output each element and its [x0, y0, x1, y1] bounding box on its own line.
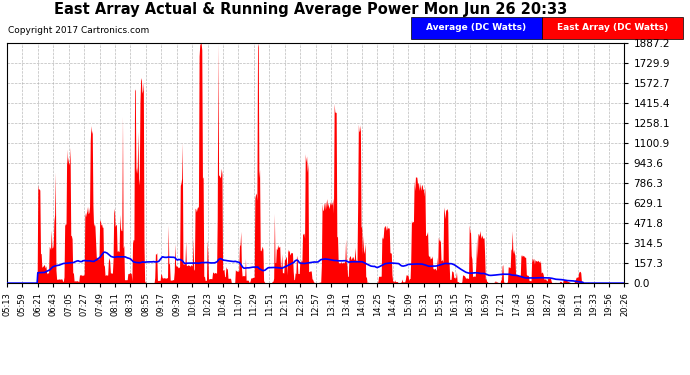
Text: East Array (DC Watts): East Array (DC Watts): [557, 23, 668, 32]
Text: Average (DC Watts): Average (DC Watts): [426, 23, 526, 32]
Text: Copyright 2017 Cartronics.com: Copyright 2017 Cartronics.com: [8, 26, 150, 35]
Text: East Array Actual & Running Average Power Mon Jun 26 20:33: East Array Actual & Running Average Powe…: [54, 2, 567, 17]
